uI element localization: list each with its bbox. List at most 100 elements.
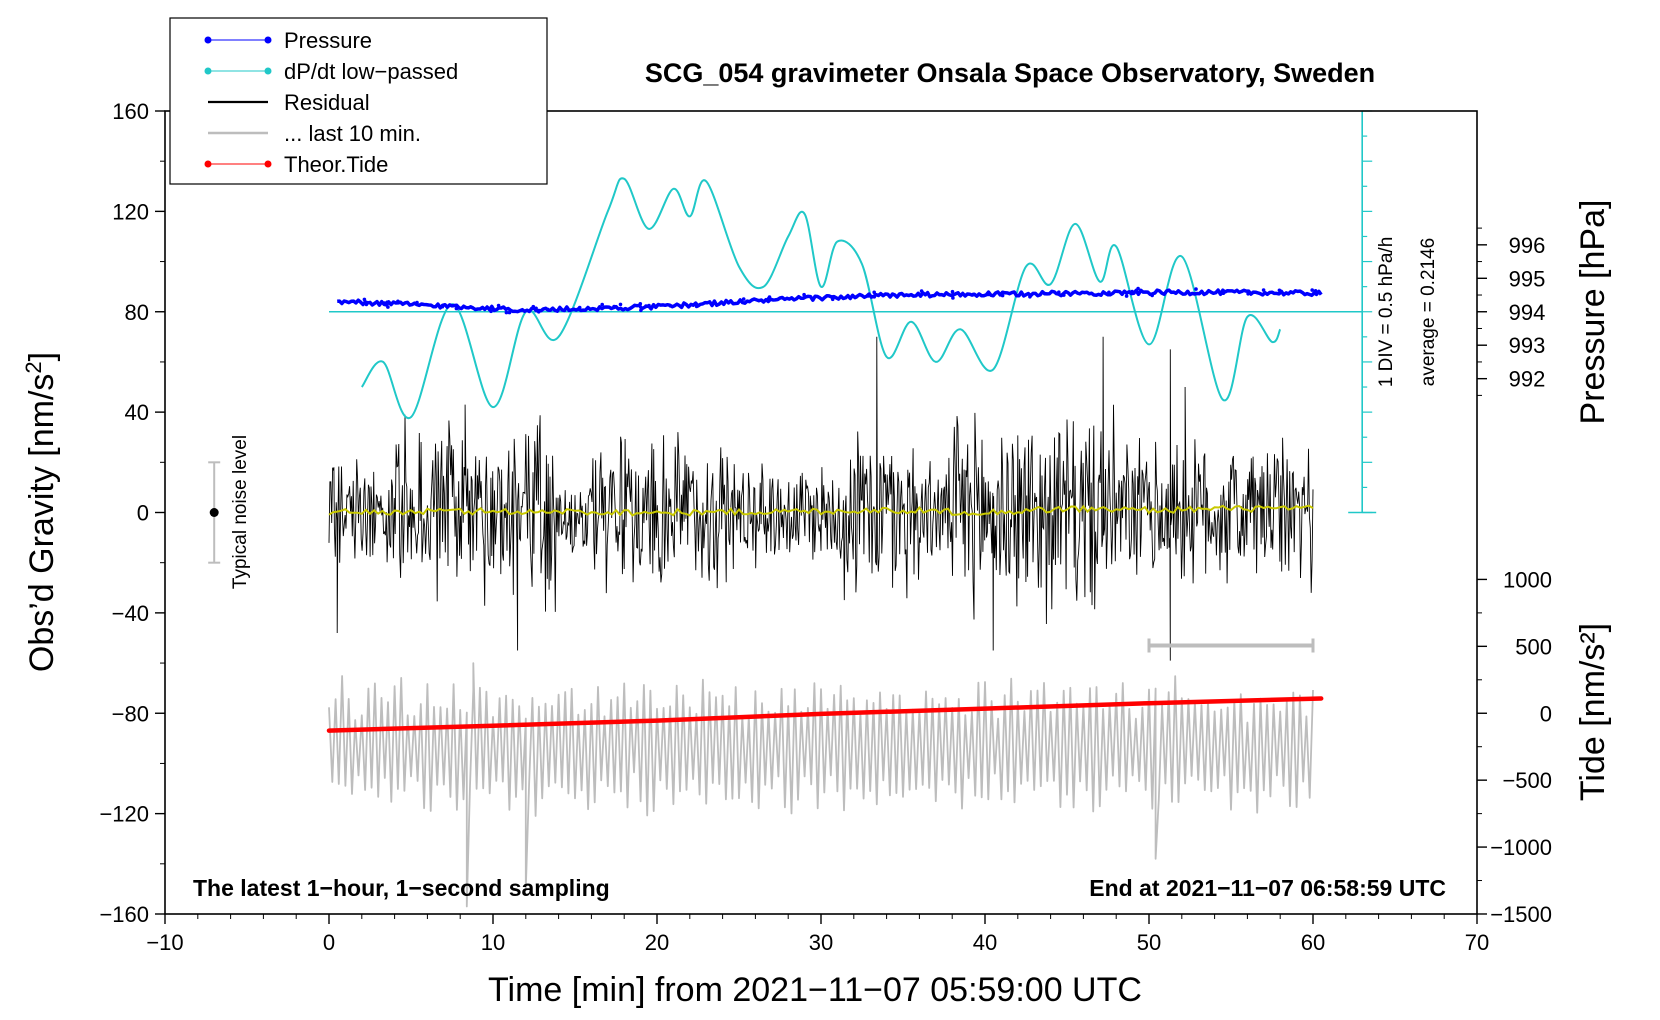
- x-tick-label: 70: [1465, 930, 1489, 955]
- pressure-point: [489, 309, 493, 314]
- pressure-point: [531, 304, 536, 309]
- pressure-point: [1057, 290, 1061, 295]
- legend-label-tide: Theor.Tide: [284, 152, 388, 177]
- noise-level-label: Typical noise level: [230, 435, 251, 589]
- dpdt-series: [360, 177, 1282, 420]
- plot-layer: [208, 110, 1377, 908]
- x-tick-label: 20: [645, 930, 669, 955]
- pressure-tick-label: 995: [1509, 266, 1546, 291]
- noise-bar-dot: [209, 508, 219, 517]
- pressure-point: [1062, 293, 1066, 297]
- pressure-point: [1028, 295, 1032, 299]
- pressure-point: [534, 306, 538, 311]
- pressure-point: [872, 295, 877, 299]
- legend: Pressure dP/dt low−passed Residual ... l…: [169, 17, 548, 185]
- legend-label-pressure: Pressure: [284, 28, 372, 53]
- pressure-point: [454, 306, 459, 311]
- pressure-point: [638, 302, 643, 306]
- pressure-point: [1124, 294, 1129, 298]
- pressure-tick-label: 992: [1509, 367, 1546, 392]
- legend-label-dpdt: dP/dt low−passed: [284, 59, 458, 84]
- pressure-point: [866, 294, 870, 298]
- pressure-point: [1150, 293, 1154, 298]
- pressure-point: [802, 292, 806, 297]
- y-axis-label-gravity-end: ]: [23, 352, 61, 361]
- legend-dot-pressure-right: [264, 36, 272, 44]
- tide-tick-label: 500: [1515, 634, 1552, 659]
- pressure-point: [1136, 286, 1140, 291]
- pressure-point: [644, 304, 648, 308]
- y-axis-label-gravity-superscript: 2: [21, 361, 46, 373]
- legend-label-residual: Residual: [284, 90, 370, 115]
- pressure-point: [919, 289, 924, 293]
- axes-layer: −10 0 10 20 30 40 50 60 70 −160 −120 −80 −40 0 40 80 120…: [99, 99, 1552, 955]
- pressure-point: [1277, 288, 1282, 293]
- legend-dot-dpdt-right: [264, 67, 272, 75]
- pressure-point: [1107, 290, 1111, 295]
- pressure-line: [337, 288, 1323, 314]
- pressure-point: [364, 302, 369, 307]
- pressure-point: [1313, 289, 1318, 293]
- tide-tick-label: −500: [1502, 768, 1552, 793]
- x-tick-label: −10: [146, 930, 183, 955]
- pressure-point: [612, 304, 616, 309]
- pressure-point: [618, 302, 623, 307]
- pressure-tick-label: 994: [1509, 300, 1546, 325]
- pressure-point: [385, 301, 390, 306]
- last-10-min-series: [328, 662, 1314, 908]
- scale-average-label: average = 0.2146: [1418, 238, 1439, 386]
- legend-dot-tide-left: [204, 160, 212, 168]
- y-tick-label: 160: [112, 99, 149, 124]
- tide-series: [326, 696, 1324, 733]
- y-axis-label-gravity-main: Obs’d Gravity [nm/s: [23, 374, 61, 673]
- pressure-point: [986, 292, 990, 297]
- x-tick-label: 40: [973, 930, 997, 955]
- pressure-point: [872, 290, 876, 295]
- pressure-point: [830, 297, 835, 302]
- footer-right-text: End at 2021−11−07 06:58:59 UTC: [1089, 875, 1446, 901]
- pressure-tick-label: 996: [1509, 233, 1546, 258]
- tide-tick-label: −1500: [1490, 902, 1552, 927]
- pressure-point: [1261, 288, 1266, 292]
- pressure-point: [1000, 293, 1005, 298]
- pressure-point: [639, 308, 643, 313]
- y-axis-label-gravity: Obs’d Gravity [nm/s2]: [21, 352, 61, 672]
- legend-label-last10: ... last 10 min.: [284, 121, 421, 146]
- x-tick-label: 50: [1137, 930, 1161, 955]
- pressure-point: [971, 292, 976, 297]
- pressure-point: [1194, 287, 1198, 291]
- pressure-point: [741, 297, 746, 301]
- legend-dot-pressure-left: [204, 36, 212, 44]
- pressure-point: [1221, 291, 1226, 296]
- pressure-point: [854, 295, 858, 299]
- pressure-point: [1246, 292, 1250, 296]
- pressure-point: [1130, 289, 1134, 294]
- tide-tick-label: 0: [1540, 701, 1552, 726]
- pressure-point: [415, 300, 419, 305]
- pressure-point: [536, 310, 541, 314]
- pressure-point: [507, 310, 512, 315]
- y-tick-label: 40: [125, 400, 149, 425]
- pressure-point: [440, 304, 445, 309]
- y-axis-label-pressure: Pressure [hPa]: [1574, 200, 1612, 425]
- pressure-point: [546, 307, 550, 312]
- x-tick-label: 60: [1301, 930, 1325, 955]
- y-tick-label: −80: [112, 701, 149, 726]
- y-axis-label-tide: Tide [nm/s²]: [1574, 623, 1612, 801]
- tide-tick-label: −1000: [1490, 835, 1552, 860]
- y-tick-label: 120: [112, 199, 149, 224]
- pressure-point: [496, 303, 501, 308]
- legend-item-pressure: Pressure: [204, 28, 372, 53]
- legend-dot-tide-right: [264, 160, 272, 168]
- pressure-point: [382, 301, 387, 305]
- x-tick-label: 10: [481, 930, 505, 955]
- pressure-point: [951, 296, 955, 300]
- x-axis-label: Time [min] from 2021−11−07 05:59:00 UTC: [488, 971, 1142, 1009]
- scale-div-label: 1 DIV = 0.5 hPa/h: [1376, 237, 1397, 388]
- chart-title: SCG_054 gravimeter Onsala Space Observat…: [645, 58, 1375, 88]
- tide-tick-label: 1000: [1503, 567, 1552, 592]
- pressure-point: [647, 303, 651, 308]
- pressure-point: [504, 310, 509, 315]
- pressure-point: [950, 289, 955, 294]
